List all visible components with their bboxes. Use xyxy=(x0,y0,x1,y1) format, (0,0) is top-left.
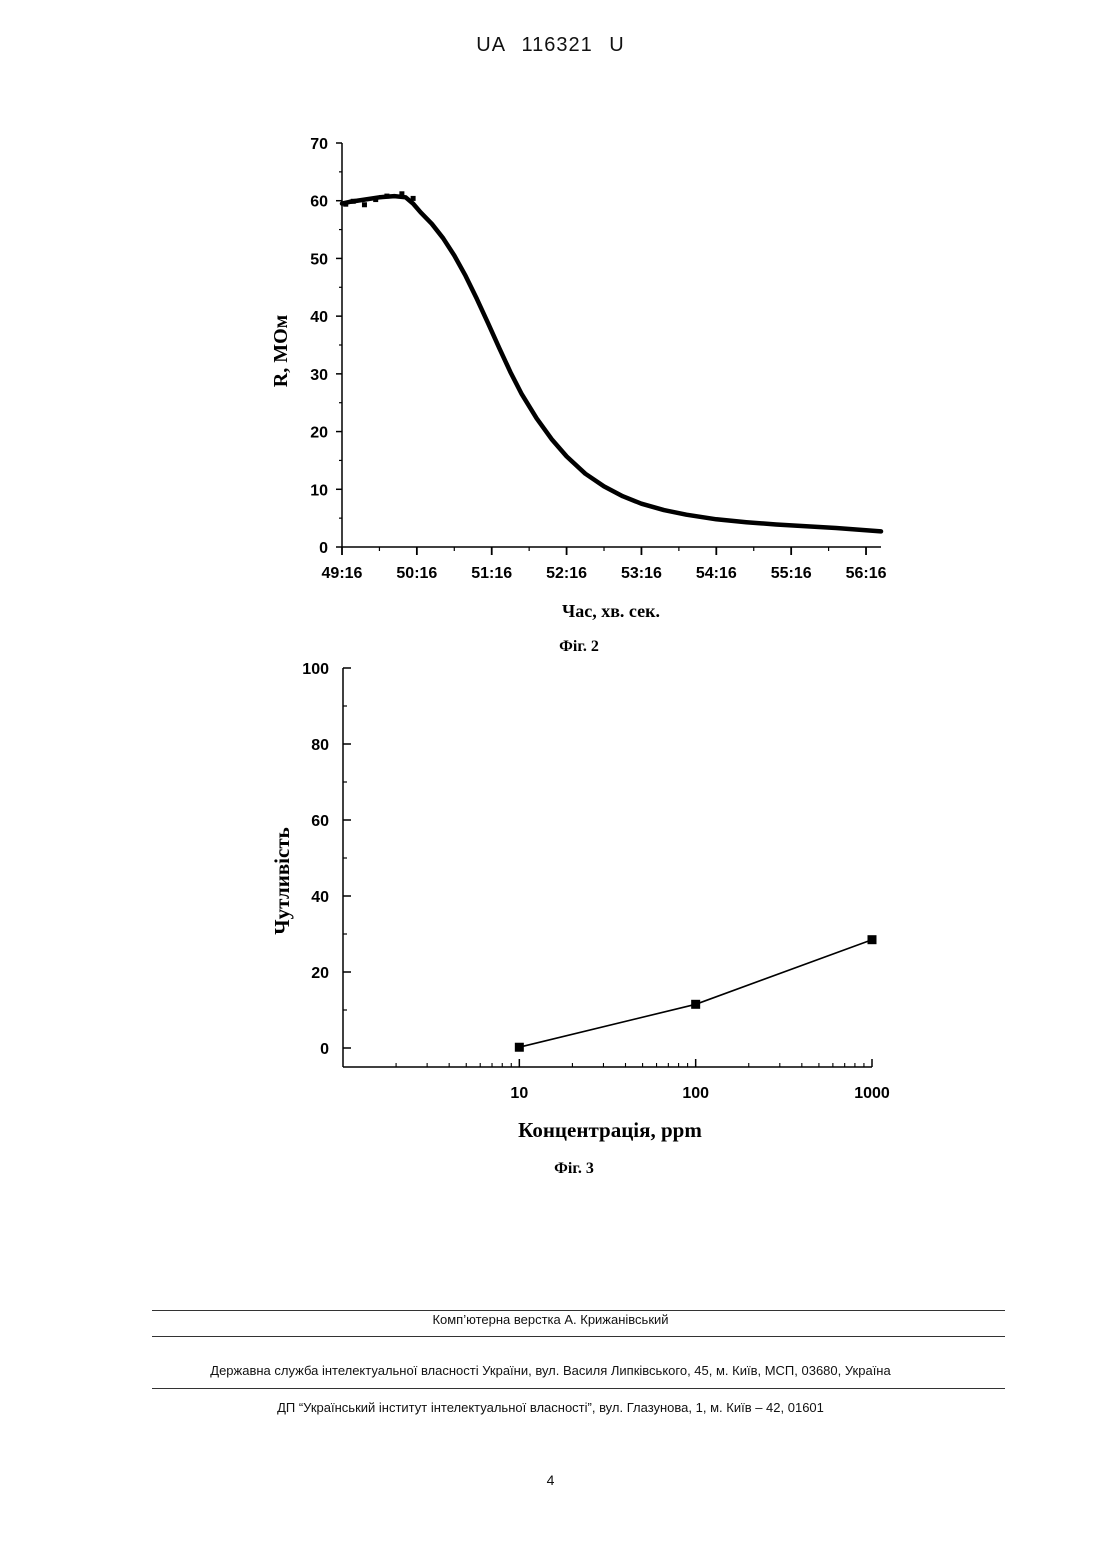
fig2-x-tick-label: 50:16 xyxy=(396,565,437,582)
footer-rule-middle xyxy=(152,1336,1005,1337)
fig3-data-point xyxy=(515,1043,524,1052)
fig2-x-tick-label: 52:16 xyxy=(546,565,587,582)
fig2-x-ticks: 49:16 50:16 51:16 52:16 53:16 54:16 55:16 56:16 xyxy=(322,547,887,582)
fig3-x-axis-label: Концентрація, ppm xyxy=(518,1118,702,1142)
fig3-x-tick-label: 10 xyxy=(510,1085,528,1102)
fig2-y-tick-label: 10 xyxy=(310,482,328,499)
fig2-y-tick-label: 0 xyxy=(319,540,328,557)
fig2-axes xyxy=(342,143,881,547)
fig3-axes xyxy=(343,668,872,1067)
fig3-y-tick-label: 100 xyxy=(302,661,329,678)
fig3-y-tick-label: 80 xyxy=(311,737,329,754)
fig3-x-tick-label: 1000 xyxy=(854,1085,890,1102)
fig2-x-tick-label: 55:16 xyxy=(771,565,812,582)
fig2-noise-marker xyxy=(399,191,404,196)
footer-layout-credit: Комп’ютерна верстка А. Крижанівський xyxy=(0,1312,1101,1327)
fig2-x-tick-label: 56:16 xyxy=(846,565,887,582)
figure-3-scatter-chart: 0 20 40 60 80 100 10 100 1000 Чутливість Концен… xyxy=(0,650,1101,1190)
fig3-caption: Фіг. 3 xyxy=(554,1160,594,1177)
fig2-x-tick-label: 49:16 xyxy=(322,565,363,582)
fig2-y-tick-label: 60 xyxy=(310,194,328,211)
fig2-x-tick-label: 53:16 xyxy=(621,565,662,582)
fig2-y-tick-label: 30 xyxy=(310,367,328,384)
fig2-y-tick-label: 50 xyxy=(310,251,328,268)
fig3-x-ticks: 10 100 1000 xyxy=(396,1059,890,1102)
fig2-y-tick-label: 40 xyxy=(310,309,328,326)
figure-2-line-chart: 0 10 20 30 40 50 60 70 49:16 50:16 51:16 52:16 53:1… xyxy=(0,0,1101,660)
fig2-y-tick-label: 70 xyxy=(310,136,328,153)
fig3-data-point xyxy=(691,1000,700,1009)
fig2-x-axis-label: Час, хв. сек. xyxy=(562,601,660,621)
footer-rule-top xyxy=(152,1310,1005,1311)
fig3-data-points xyxy=(515,935,877,1052)
fig2-x-tick-label: 51:16 xyxy=(471,565,512,582)
fig2-noise-marker xyxy=(343,202,348,207)
fig3-x-tick-label: 100 xyxy=(682,1085,709,1102)
fig2-series-line xyxy=(342,196,881,531)
footer-rule-bottom xyxy=(152,1388,1005,1389)
fig2-noise-marker xyxy=(384,194,389,199)
footer-institute: ДП “Український інститут інтелектуальної… xyxy=(0,1400,1101,1415)
fig3-y-tick-label: 0 xyxy=(320,1041,329,1058)
footer-agency: Державна служба інтелектуальної власност… xyxy=(0,1363,1101,1378)
fig2-y-tick-label: 20 xyxy=(310,425,328,442)
fig2-noise-marker xyxy=(351,199,356,204)
fig2-noise-marker xyxy=(373,197,378,202)
fig3-y-tick-label: 60 xyxy=(311,813,329,830)
fig3-y-axis-label: Чутливість xyxy=(270,827,294,935)
fig2-noise-marker xyxy=(362,202,367,207)
fig2-y-ticks: 0 10 20 30 40 50 60 70 xyxy=(310,136,342,557)
fig3-series-line xyxy=(519,940,872,1047)
fig2-x-tick-label: 54:16 xyxy=(696,565,737,582)
fig3-y-tick-label: 20 xyxy=(311,965,329,982)
fig3-y-tick-label: 40 xyxy=(311,889,329,906)
fig2-y-axis-label: R, МОм xyxy=(270,315,292,388)
fig2-noise-marker xyxy=(411,196,416,201)
fig3-data-point xyxy=(868,935,877,944)
page-number: 4 xyxy=(0,1472,1101,1488)
